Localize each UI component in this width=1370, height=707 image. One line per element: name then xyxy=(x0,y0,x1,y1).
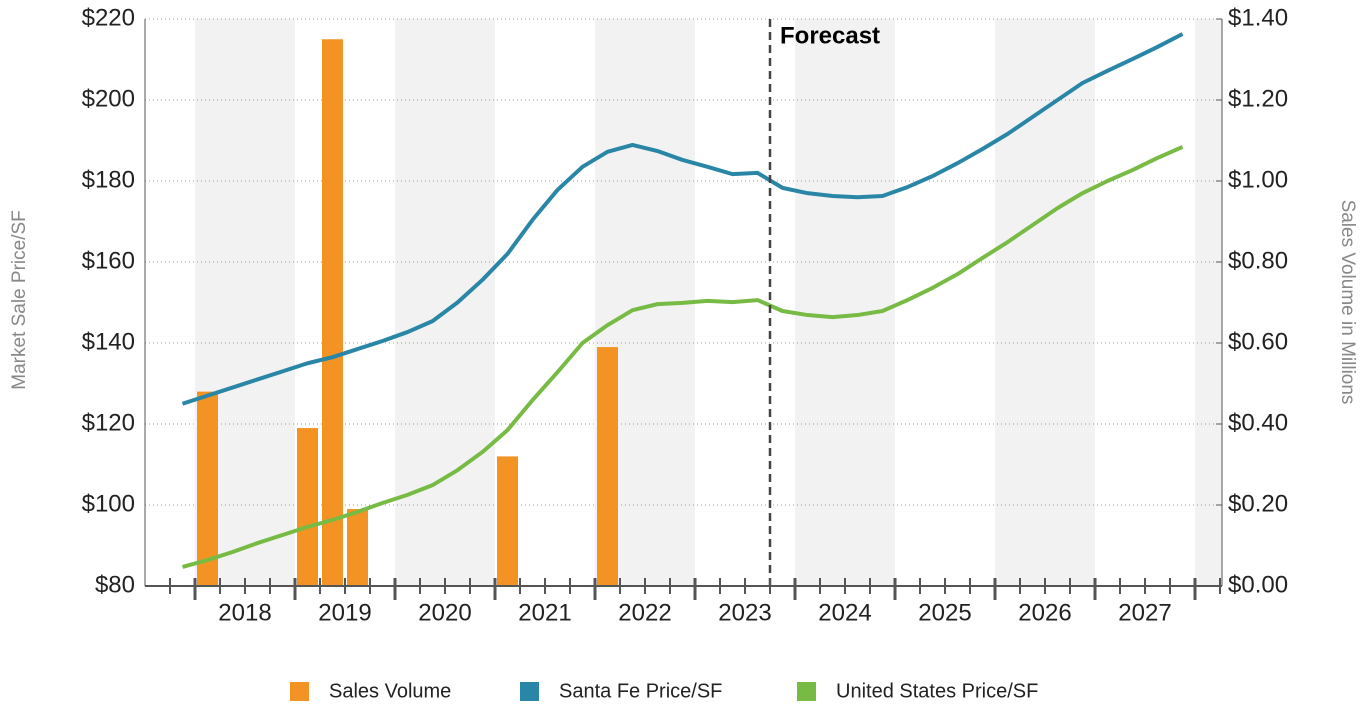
y2-tick-label: $0.40 xyxy=(1228,409,1288,436)
y2-tick-label: $1.20 xyxy=(1228,85,1288,112)
bar xyxy=(347,509,368,586)
year-band xyxy=(795,19,895,586)
x-tick-label: 2027 xyxy=(1118,599,1171,626)
legend-swatch xyxy=(520,682,539,701)
year-band xyxy=(1195,19,1222,586)
marks xyxy=(181,32,1184,586)
y-tick-label: $80 xyxy=(95,571,135,598)
bar xyxy=(322,39,343,586)
y2-tick-label: $0.20 xyxy=(1228,490,1288,517)
legend: Sales Volume Santa Fe Price/SF United Stat… xyxy=(290,680,1038,702)
y2-tick-label: $0.60 xyxy=(1228,328,1288,355)
y-axis-title: Market Sale Price/SF xyxy=(9,210,30,390)
forecast-label: Forecast xyxy=(780,22,880,49)
bar xyxy=(497,456,518,586)
x-tick-label: 2023 xyxy=(718,599,771,626)
legend-swatch xyxy=(797,682,816,701)
bar xyxy=(597,347,618,586)
y-tick-label: $180 xyxy=(82,166,135,193)
legend-swatch xyxy=(290,682,309,701)
x-tick-label: 2019 xyxy=(318,599,371,626)
y2-tick-label: $0.80 xyxy=(1228,247,1288,274)
legend-label: Sales Volume xyxy=(329,680,451,702)
year-band xyxy=(995,19,1095,586)
year-band xyxy=(395,19,495,586)
y-tick-label: $100 xyxy=(82,490,135,517)
line xyxy=(181,145,1184,569)
x-tick-label: 2024 xyxy=(818,599,871,626)
y2-tick-label: $1.00 xyxy=(1228,166,1288,193)
bar xyxy=(197,391,218,586)
y2-tick-label: $1.40 xyxy=(1228,4,1288,31)
y-tick-label: $220 xyxy=(82,4,135,31)
y-tick-label: $160 xyxy=(82,247,135,274)
x-tick-label: 2018 xyxy=(218,599,271,626)
background-bands xyxy=(195,19,1222,586)
y-tick-label: $200 xyxy=(82,85,135,112)
x-tick-label: 2020 xyxy=(418,599,471,626)
line xyxy=(181,32,1184,406)
y2-axis-title: Sales Volume in Millions xyxy=(1337,200,1358,405)
axes: $80 $100 $120 $140 $160 $180 $200 $220 $0.00 $0.2… xyxy=(82,4,1288,626)
x-tick-label: 2021 xyxy=(518,599,571,626)
x-tick-label: 2025 xyxy=(918,599,971,626)
legend-label: Santa Fe Price/SF xyxy=(559,680,722,702)
bar xyxy=(297,428,318,586)
y-tick-label: $140 xyxy=(82,328,135,355)
x-tick-label: 2026 xyxy=(1018,599,1071,626)
x-tick-label: 2022 xyxy=(618,599,671,626)
y-tick-label: $120 xyxy=(82,409,135,436)
legend-label: United States Price/SF xyxy=(836,680,1038,702)
y2-tick-label: $0.00 xyxy=(1228,571,1288,598)
